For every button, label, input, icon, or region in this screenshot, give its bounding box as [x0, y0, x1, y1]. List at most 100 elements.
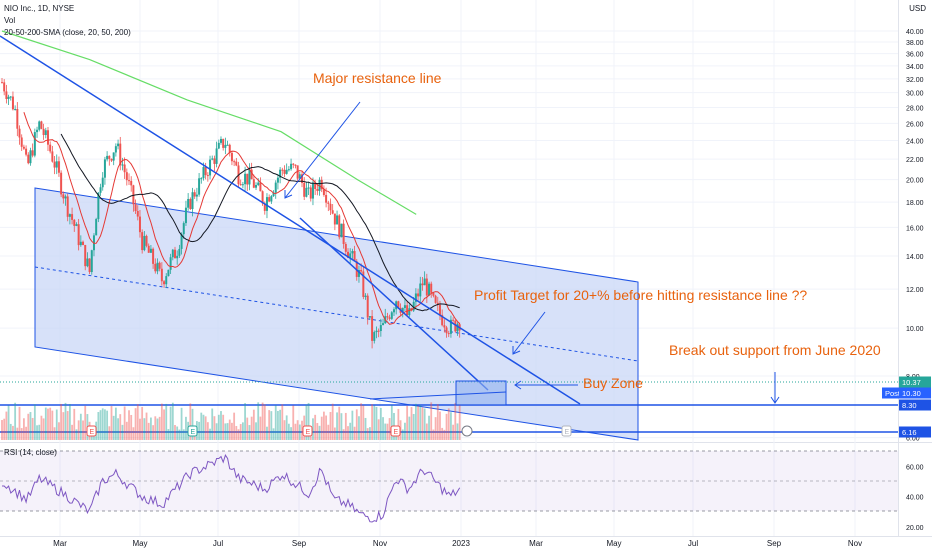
major-resistance-annotation[interactable]: Major resistance line [313, 70, 442, 86]
candle[interactable] [136, 211, 139, 217]
sma-200-line[interactable] [1, 30, 417, 215]
candle[interactable] [68, 214, 71, 217]
candle[interactable] [20, 137, 23, 147]
vol-legend[interactable]: Vol [4, 16, 16, 25]
candle[interactable] [1, 82, 3, 84]
candle[interactable] [156, 262, 159, 272]
candle[interactable] [64, 196, 67, 199]
candle[interactable] [95, 219, 98, 236]
candle[interactable] [425, 278, 428, 296]
candle[interactable] [436, 302, 439, 305]
candle[interactable] [248, 169, 251, 185]
candle[interactable] [268, 197, 271, 202]
candle[interactable] [456, 324, 459, 332]
candle[interactable] [454, 320, 457, 332]
candle[interactable] [86, 258, 89, 267]
candle[interactable] [230, 152, 233, 162]
candle[interactable] [44, 130, 47, 136]
candle[interactable] [184, 207, 187, 224]
candle[interactable] [167, 269, 170, 277]
breakout-support-annotation[interactable]: Break out support from June 2020 [669, 342, 881, 358]
candle[interactable] [73, 219, 76, 226]
candle[interactable] [147, 245, 150, 253]
candle[interactable] [119, 143, 122, 166]
candle[interactable] [336, 215, 339, 225]
candle[interactable] [303, 182, 306, 197]
candle[interactable] [357, 269, 360, 277]
candle[interactable] [163, 281, 166, 285]
candle[interactable] [169, 257, 172, 270]
rsi-line[interactable] [2, 454, 461, 523]
price-axis-pane[interactable] [898, 0, 932, 442]
candle[interactable] [432, 292, 435, 296]
candle[interactable] [141, 232, 144, 251]
candle[interactable] [287, 169, 290, 171]
candle[interactable] [145, 235, 148, 246]
candle[interactable] [193, 192, 196, 197]
candle[interactable] [88, 258, 91, 273]
candle[interactable] [226, 144, 229, 146]
candle[interactable] [25, 148, 28, 155]
candle[interactable] [130, 180, 133, 186]
time-axis[interactable]: Mar May Jul Sep Nov 2023 Mar May Jul Sep Nov [53, 539, 862, 548]
candle[interactable] [121, 164, 124, 166]
candle[interactable] [344, 243, 347, 252]
candle[interactable] [307, 187, 310, 189]
candle[interactable] [31, 150, 34, 156]
candle[interactable] [112, 152, 115, 161]
candle[interactable] [428, 283, 431, 296]
candle[interactable] [222, 138, 225, 148]
candle[interactable] [276, 177, 279, 183]
candle[interactable] [187, 198, 190, 208]
candle[interactable] [244, 173, 247, 185]
candle[interactable] [33, 132, 36, 156]
candle[interactable] [309, 187, 312, 199]
candle[interactable] [53, 161, 56, 168]
candle[interactable] [117, 143, 120, 147]
candle[interactable] [57, 161, 60, 173]
candle[interactable] [176, 255, 179, 259]
candle[interactable] [55, 161, 58, 168]
candle[interactable] [62, 194, 65, 199]
candle[interactable] [46, 130, 49, 145]
rsi-pane[interactable] [2, 454, 461, 523]
candle[interactable] [382, 323, 385, 326]
candle[interactable] [128, 180, 131, 182]
candle[interactable] [305, 187, 308, 197]
candle[interactable] [397, 301, 400, 308]
candle[interactable] [314, 182, 317, 190]
candle[interactable] [449, 319, 452, 334]
candle[interactable] [438, 304, 441, 315]
split-marker[interactable] [461, 425, 473, 437]
candle[interactable] [84, 245, 87, 267]
candle[interactable] [79, 241, 82, 246]
candle[interactable] [412, 301, 415, 311]
candle[interactable] [386, 316, 389, 318]
candle[interactable] [160, 268, 163, 282]
candle[interactable] [224, 144, 227, 148]
sma-legend[interactable]: 20-50-200-SMA (close, 20, 50, 200) [4, 28, 131, 37]
candle[interactable] [414, 293, 417, 302]
candle[interactable] [106, 155, 109, 160]
candle[interactable] [66, 196, 69, 217]
candle[interactable] [318, 179, 321, 191]
candle[interactable] [165, 276, 168, 285]
candle[interactable] [154, 263, 157, 272]
candle[interactable] [143, 235, 146, 251]
candle[interactable] [255, 185, 258, 188]
candle[interactable] [219, 138, 222, 143]
candle[interactable] [60, 172, 63, 195]
candle[interactable] [261, 191, 264, 204]
candle[interactable] [301, 174, 304, 183]
candle[interactable] [292, 163, 295, 165]
candle[interactable] [360, 269, 363, 272]
candle[interactable] [377, 330, 380, 332]
candle[interactable] [233, 161, 236, 163]
candle[interactable] [325, 194, 328, 203]
candle[interactable] [368, 316, 371, 318]
candle[interactable] [200, 178, 203, 180]
candle[interactable] [16, 108, 19, 129]
candle[interactable] [272, 192, 275, 197]
candle[interactable] [283, 169, 286, 174]
